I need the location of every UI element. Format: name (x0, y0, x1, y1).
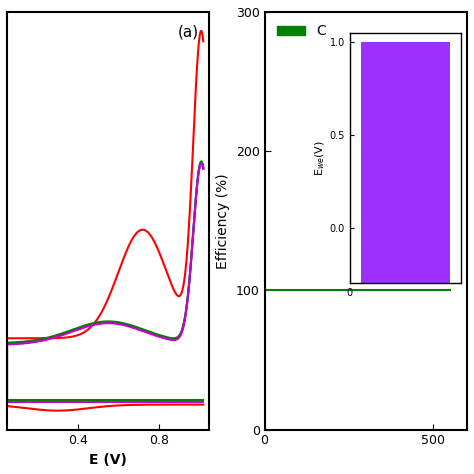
X-axis label: E (V): E (V) (89, 453, 127, 467)
Text: (a): (a) (178, 25, 199, 39)
Y-axis label: Efficiency (%): Efficiency (%) (216, 173, 230, 269)
Legend: C: C (272, 19, 331, 44)
